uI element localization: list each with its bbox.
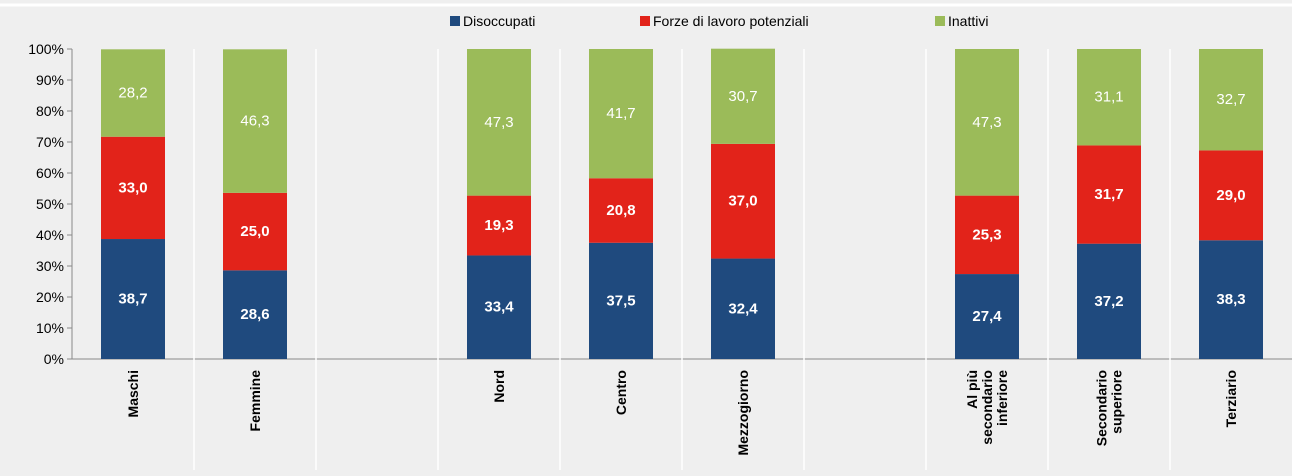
y-tick-label: 50% xyxy=(36,196,64,212)
x-tick-label: Femmine xyxy=(247,370,263,432)
value-label: 47,3 xyxy=(972,114,1001,131)
value-label: 19,3 xyxy=(484,217,513,234)
y-tick-label: 70% xyxy=(36,134,64,150)
y-tick-label: 80% xyxy=(36,103,64,119)
bar-segment xyxy=(1199,240,1263,359)
y-tick-label: 40% xyxy=(36,227,64,243)
value-label: 29,0 xyxy=(1216,187,1245,204)
x-tick-label-line: superiore xyxy=(1109,370,1125,438)
bar-segment xyxy=(711,143,775,259)
x-tick-label: Secondario superiore xyxy=(1094,370,1125,446)
legend-label: Forze di lavoro potenziali xyxy=(653,13,809,29)
legend-swatch xyxy=(935,16,945,26)
bar-segment xyxy=(589,178,653,243)
value-label: 38,7 xyxy=(118,291,147,308)
y-tick-label: 60% xyxy=(36,165,64,181)
value-label: 30,7 xyxy=(728,88,757,105)
value-label: 41,7 xyxy=(606,105,635,122)
value-label: 20,8 xyxy=(606,202,635,219)
x-tick-label-line: Secondario xyxy=(1094,370,1110,446)
x-tick-label: Centro xyxy=(613,370,629,415)
bar-segment xyxy=(223,192,287,271)
value-label: 38,3 xyxy=(1216,291,1245,308)
bar-segment xyxy=(1199,150,1263,241)
y-tick-label: 10% xyxy=(36,320,64,336)
bar-segment xyxy=(1199,49,1263,151)
value-label: 28,6 xyxy=(240,306,269,323)
bar-segment xyxy=(711,48,775,144)
legend-swatch xyxy=(640,16,650,26)
bar-segment xyxy=(955,274,1019,359)
value-label: 33,0 xyxy=(118,179,147,196)
bar-segment xyxy=(101,49,165,137)
y-tick-label: 100% xyxy=(28,41,64,57)
bar-segment xyxy=(711,258,775,359)
bar-segment xyxy=(955,49,1019,196)
bar-segment xyxy=(467,49,531,196)
bar-segment xyxy=(223,49,287,193)
x-tick-label-line: Al più xyxy=(964,370,980,409)
value-label: 32,4 xyxy=(728,300,758,317)
bar-segment xyxy=(101,239,165,359)
legend-label: Inattivi xyxy=(948,13,988,29)
value-label: 27,4 xyxy=(972,308,1002,325)
value-label: 25,3 xyxy=(972,226,1001,243)
x-tick-label: Mezzogiorno xyxy=(735,370,751,456)
legend-label: Disoccupati xyxy=(463,13,535,29)
x-tick-label: Al più secondario inferiore xyxy=(964,370,1010,449)
value-label: 37,2 xyxy=(1094,293,1123,310)
value-label: 32,7 xyxy=(1216,91,1245,108)
value-label: 37,0 xyxy=(728,193,757,210)
x-tick-label: Nord xyxy=(491,370,507,403)
x-tick-label: Terziario xyxy=(1223,370,1239,427)
bar-segment xyxy=(955,195,1019,275)
value-label: 28,2 xyxy=(118,85,147,102)
x-tick-label-line: secondario xyxy=(979,370,995,449)
bar-segment xyxy=(1077,49,1141,146)
bar-segment xyxy=(467,195,531,256)
value-label: 37,5 xyxy=(606,292,635,309)
bar-segment xyxy=(467,255,531,359)
y-tick-label: 0% xyxy=(44,351,64,367)
value-label: 31,7 xyxy=(1094,186,1123,203)
value-label: 46,3 xyxy=(240,113,269,130)
value-label: 47,3 xyxy=(484,114,513,131)
x-tick-label: Maschi xyxy=(125,370,141,417)
bar-segment xyxy=(589,49,653,179)
value-label: 31,1 xyxy=(1094,89,1123,106)
y-tick-label: 30% xyxy=(36,258,64,274)
bar-segment xyxy=(223,270,287,359)
bar-segment xyxy=(101,136,165,240)
y-tick-label: 90% xyxy=(36,72,64,88)
value-label: 33,4 xyxy=(484,299,514,316)
x-tick-label-line: inferiore xyxy=(994,370,1010,430)
bar-segment xyxy=(1077,145,1141,244)
bar-segment xyxy=(589,242,653,359)
y-tick-label: 20% xyxy=(36,289,64,305)
value-label: 25,0 xyxy=(240,223,269,240)
bar-segment xyxy=(1077,243,1141,359)
legend-swatch xyxy=(450,16,460,26)
